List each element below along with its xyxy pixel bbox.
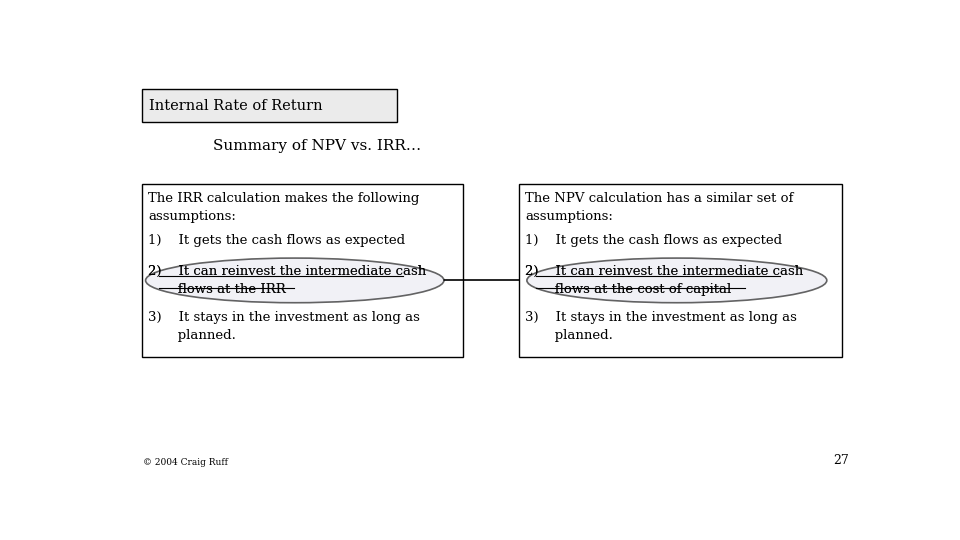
- FancyBboxPatch shape: [142, 184, 464, 357]
- Text: 1)    It gets the cash flows as expected: 1) It gets the cash flows as expected: [148, 234, 405, 247]
- Text: The NPV calculation has a similar set of
assumptions:: The NPV calculation has a similar set of…: [525, 192, 794, 223]
- Text: The IRR calculation makes the following
assumptions:: The IRR calculation makes the following …: [148, 192, 420, 223]
- Text: © 2004 Craig Ruff: © 2004 Craig Ruff: [143, 458, 228, 467]
- Text: 2)    It can reinvest the intermediate cash
       flows at the cost of capital: 2) It can reinvest the intermediate cash…: [525, 265, 804, 296]
- Text: 2)    It can reinvest the intermediate cash
       flows at the IRR: 2) It can reinvest the intermediate cash…: [148, 265, 426, 296]
- Text: 3)    It stays in the investment as long as
       planned.: 3) It stays in the investment as long as…: [148, 311, 420, 342]
- Text: 3)    It stays in the investment as long as
       planned.: 3) It stays in the investment as long as…: [525, 311, 797, 342]
- Text: 27: 27: [832, 454, 849, 467]
- Text: 2)    It can reinvest the intermediate cash
       flows at the IRR: 2) It can reinvest the intermediate cash…: [148, 265, 426, 296]
- FancyBboxPatch shape: [142, 90, 397, 122]
- Ellipse shape: [527, 258, 827, 303]
- Text: 2)    It can reinvest the intermediate cash
       flows at the cost of capital: 2) It can reinvest the intermediate cash…: [525, 265, 804, 296]
- Text: Internal Rate of Return: Internal Rate of Return: [150, 99, 324, 113]
- Text: Summary of NPV vs. IRR…: Summary of NPV vs. IRR…: [213, 139, 421, 153]
- FancyBboxPatch shape: [519, 184, 842, 357]
- Ellipse shape: [146, 258, 444, 303]
- Text: 1)    It gets the cash flows as expected: 1) It gets the cash flows as expected: [525, 234, 782, 247]
